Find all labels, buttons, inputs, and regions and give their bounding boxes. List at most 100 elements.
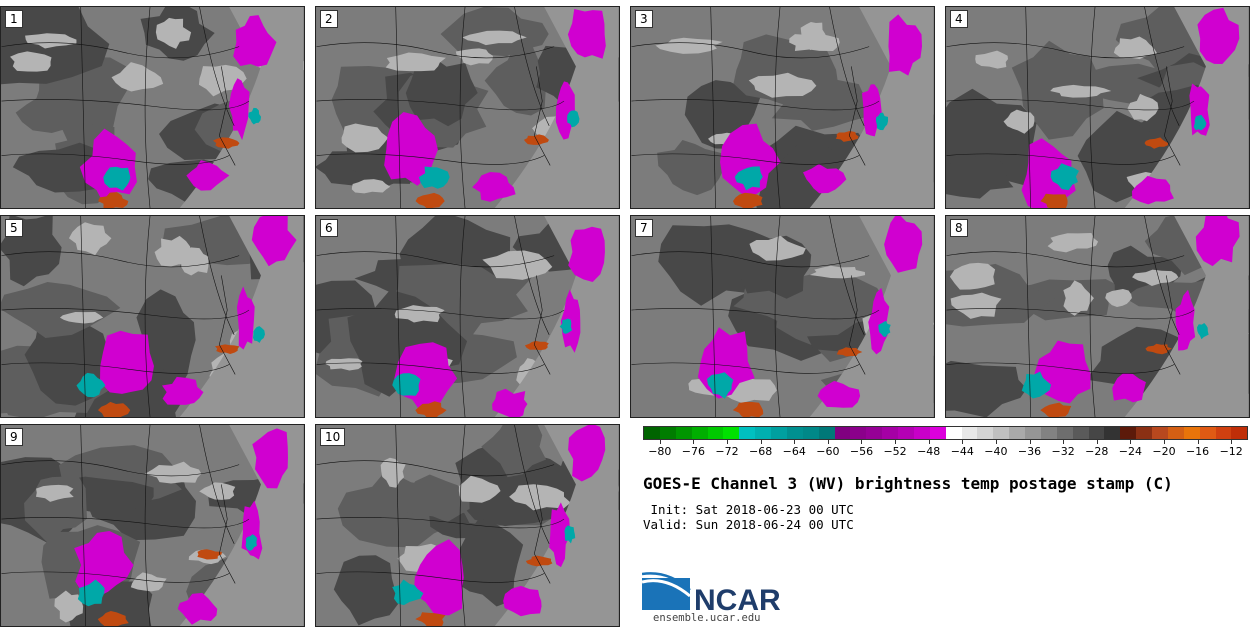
ensemble-panel: 6 (315, 215, 620, 418)
moist-streak (789, 33, 840, 52)
panel-label: 10 (320, 428, 346, 446)
warm-region (98, 192, 129, 208)
site-url: ensemble.ucar.edu (653, 612, 761, 624)
panel-label: 7 (635, 219, 653, 237)
moist-streak (54, 590, 84, 623)
colorbar-tick-label: −20 (1152, 445, 1176, 458)
map (946, 7, 1249, 208)
colorbar-tick (895, 440, 897, 444)
cold-cloud-top (186, 160, 230, 191)
colorbar-tick (1231, 440, 1233, 444)
colorbar-tick-label: −36 (1017, 445, 1042, 458)
panel-label: 8 (950, 219, 968, 237)
warm-region (732, 192, 763, 208)
warm-region (524, 340, 549, 351)
ensemble-panel: 7 (630, 215, 935, 418)
colorbar-swatch (866, 427, 883, 439)
dry-air-region (333, 555, 399, 626)
very-cold-cloud-top (734, 166, 763, 191)
warm-region (97, 611, 129, 626)
state-boundary (710, 216, 716, 417)
ensemble-panel: 10 (315, 424, 620, 627)
very-cold-cloud-top (392, 373, 421, 396)
colorbar-swatch (739, 427, 756, 439)
map (1, 425, 304, 626)
map (1, 7, 304, 208)
cold-cloud-top (503, 585, 542, 617)
map (316, 7, 619, 208)
valid-time: Valid: Sun 2018-06-24 00 UTC (643, 517, 854, 532)
moist-streak (380, 457, 406, 488)
moist-streak (155, 17, 192, 49)
state-boundary (774, 216, 781, 417)
state-boundary (1025, 7, 1031, 208)
moist-streak (385, 52, 446, 72)
cold-cloud-top (251, 216, 297, 267)
cold-cloud-top (233, 15, 277, 67)
very-cold-cloud-top (248, 107, 262, 125)
ensemble-panel: 1 (0, 6, 305, 209)
state-boundary (1, 251, 240, 268)
state-boundary (946, 308, 1195, 320)
moist-streak (950, 292, 1002, 319)
colorbar-tick-label: −24 (1118, 445, 1142, 458)
very-cold-cloud-top (567, 110, 580, 128)
cold-cloud-top (162, 376, 204, 405)
state-boundary (774, 7, 781, 208)
state-boundary (316, 42, 555, 59)
colorbar-swatch (1072, 427, 1089, 439)
colorbar-swatch (1009, 427, 1025, 439)
moist-streak (458, 475, 501, 503)
cold-cloud-top (394, 342, 458, 416)
moist-streak (130, 572, 167, 592)
colorbar-swatch (1231, 427, 1248, 439)
colorbar-tick-label: −76 (681, 445, 706, 458)
moist-streak (1047, 233, 1099, 253)
panel-label: 4 (950, 10, 968, 28)
colorbar-tick (727, 440, 729, 444)
dry-air-region (455, 517, 524, 607)
colorbar-swatch (898, 427, 914, 439)
dry-air-region (946, 155, 1014, 199)
colorbar-swatch (850, 427, 867, 439)
ensemble-panel: 2 (315, 6, 620, 209)
colorbar-swatch (659, 427, 676, 439)
very-cold-cloud-top (559, 318, 573, 334)
map (316, 425, 619, 626)
very-cold-cloud-top (76, 372, 106, 398)
ensemble-panel: 8 (945, 215, 1250, 418)
colorbar-swatch (1040, 427, 1057, 439)
moist-streak (655, 37, 723, 54)
colorbar-tick (995, 440, 997, 444)
very-cold-cloud-top (1193, 114, 1207, 131)
very-cold-cloud-top (1197, 323, 1209, 340)
state-boundary (1089, 7, 1096, 208)
ocean-moisture-band (179, 216, 304, 417)
moist-streak (1132, 269, 1179, 287)
state-boundary (631, 99, 880, 111)
colorbar-tick-label: −60 (816, 445, 840, 458)
dry-air-region (481, 425, 547, 478)
ncar-logo: NCAR (642, 572, 781, 615)
state-boundary (316, 517, 565, 529)
colorbar-swatch (945, 427, 962, 439)
colorbar-tick (1130, 440, 1132, 444)
warm-region (835, 130, 859, 142)
state-boundary (631, 251, 870, 268)
colorbar-swatch (961, 427, 978, 439)
state-boundary (631, 362, 860, 374)
state-boundary (316, 308, 565, 320)
state-boundary (1, 517, 250, 529)
very-cold-cloud-top (418, 166, 450, 189)
state-boundary (219, 275, 236, 375)
cold-cloud-top (252, 428, 288, 489)
state-boundary (199, 425, 235, 544)
colorbar-tick-label: −28 (1085, 445, 1109, 458)
warm-region (1040, 193, 1068, 208)
moist-streak (748, 72, 817, 98)
cold-cloud-top (177, 592, 218, 625)
moist-streak (1105, 288, 1132, 307)
moist-streak (1063, 280, 1094, 316)
state-boundary (316, 99, 565, 111)
cold-cloud-top (549, 502, 571, 568)
